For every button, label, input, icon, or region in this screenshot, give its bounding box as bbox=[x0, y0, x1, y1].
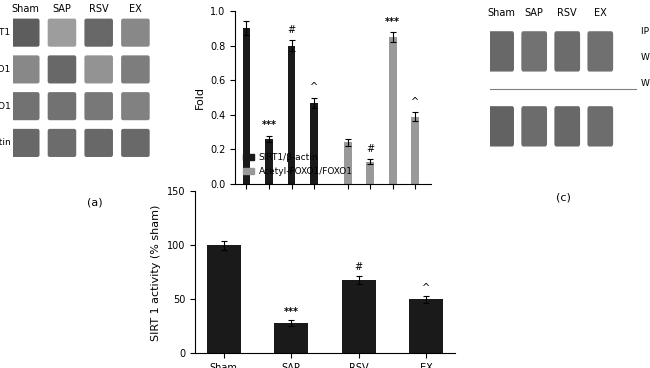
Bar bbox=[310, 103, 318, 184]
FancyBboxPatch shape bbox=[521, 106, 547, 146]
FancyBboxPatch shape bbox=[47, 19, 76, 47]
Text: ***: *** bbox=[284, 307, 299, 316]
Text: IP: SIRT1/FOXO1: IP: SIRT1/FOXO1 bbox=[641, 27, 650, 36]
Text: Acetyl-FOXO1: Acetyl-FOXO1 bbox=[0, 65, 11, 74]
Bar bbox=[265, 139, 273, 184]
FancyBboxPatch shape bbox=[11, 19, 40, 47]
FancyBboxPatch shape bbox=[521, 31, 547, 72]
FancyBboxPatch shape bbox=[121, 92, 150, 120]
Text: ^: ^ bbox=[422, 283, 430, 293]
Text: #: # bbox=[355, 262, 363, 272]
FancyBboxPatch shape bbox=[47, 129, 76, 157]
Text: #: # bbox=[366, 144, 374, 154]
Text: β-Actin: β-Actin bbox=[0, 138, 11, 148]
Text: (a): (a) bbox=[87, 198, 103, 208]
FancyBboxPatch shape bbox=[84, 129, 113, 157]
Text: SIRT1: SIRT1 bbox=[0, 28, 11, 37]
FancyBboxPatch shape bbox=[121, 129, 150, 157]
Text: SAP: SAP bbox=[525, 8, 543, 18]
FancyBboxPatch shape bbox=[588, 31, 613, 72]
FancyBboxPatch shape bbox=[11, 92, 40, 120]
Bar bbox=[274, 323, 308, 353]
Bar bbox=[389, 37, 396, 184]
FancyBboxPatch shape bbox=[488, 31, 514, 72]
FancyBboxPatch shape bbox=[84, 19, 113, 47]
Text: WB: SIRT1: WB: SIRT1 bbox=[641, 53, 650, 62]
Text: Sham: Sham bbox=[11, 4, 39, 14]
Text: (c): (c) bbox=[556, 193, 571, 203]
FancyBboxPatch shape bbox=[588, 106, 613, 146]
Text: EX: EX bbox=[594, 8, 606, 18]
Y-axis label: SIRT 1 activity (% sham): SIRT 1 activity (% sham) bbox=[151, 204, 161, 340]
Text: Sham: Sham bbox=[488, 8, 515, 18]
Text: RSV: RSV bbox=[558, 8, 577, 18]
Text: ***: *** bbox=[385, 17, 400, 26]
FancyBboxPatch shape bbox=[554, 106, 580, 146]
FancyBboxPatch shape bbox=[47, 55, 76, 84]
FancyBboxPatch shape bbox=[121, 55, 150, 84]
Legend: SIRT1/β-actin, Acetyl-FOXO1/FOXO1: SIRT1/β-actin, Acetyl-FOXO1/FOXO1 bbox=[240, 150, 356, 180]
Bar bbox=[367, 162, 374, 184]
Bar bbox=[207, 245, 240, 353]
FancyBboxPatch shape bbox=[11, 129, 40, 157]
FancyBboxPatch shape bbox=[11, 55, 40, 84]
Bar bbox=[342, 280, 376, 353]
Text: (b): (b) bbox=[325, 250, 341, 260]
Text: WB: FOXO1: WB: FOXO1 bbox=[641, 79, 650, 88]
Bar bbox=[344, 142, 352, 184]
FancyBboxPatch shape bbox=[84, 55, 113, 84]
FancyBboxPatch shape bbox=[554, 31, 580, 72]
Text: EX: EX bbox=[129, 4, 142, 14]
Text: ^: ^ bbox=[310, 82, 318, 92]
Bar bbox=[410, 299, 443, 353]
FancyBboxPatch shape bbox=[47, 92, 76, 120]
FancyBboxPatch shape bbox=[121, 19, 150, 47]
Text: RSV: RSV bbox=[89, 4, 109, 14]
FancyBboxPatch shape bbox=[488, 106, 514, 146]
Text: #: # bbox=[287, 25, 296, 35]
FancyBboxPatch shape bbox=[84, 92, 113, 120]
Text: FOXO1: FOXO1 bbox=[0, 102, 11, 111]
Text: ^: ^ bbox=[411, 97, 419, 107]
Bar bbox=[411, 117, 419, 184]
Text: ***: *** bbox=[261, 120, 276, 130]
Text: SAP: SAP bbox=[53, 4, 72, 14]
Bar bbox=[287, 46, 296, 184]
Bar bbox=[242, 28, 250, 184]
Y-axis label: Fold: Fold bbox=[194, 86, 205, 109]
